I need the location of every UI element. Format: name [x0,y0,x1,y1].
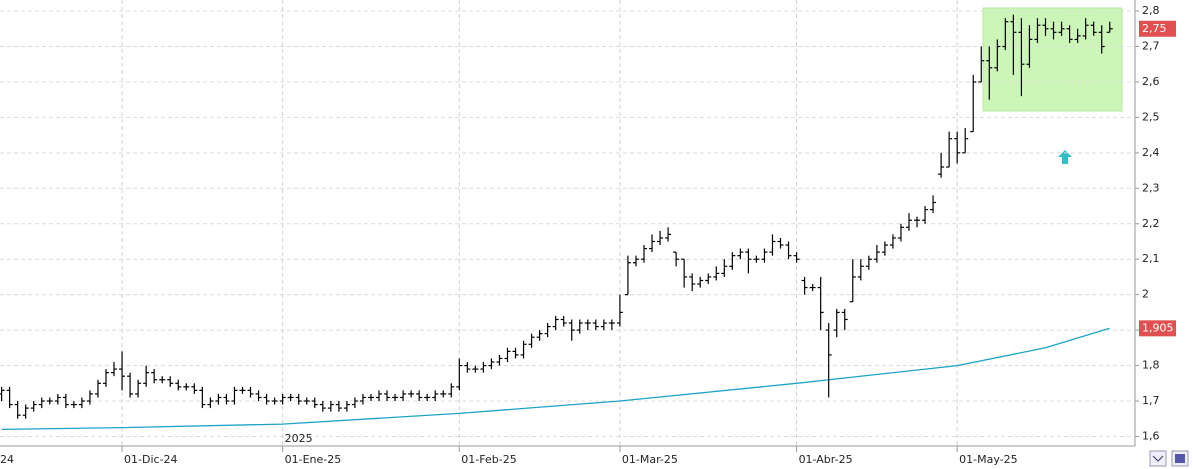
x-tick-label: 01-Mar-25 [622,453,678,466]
y-tick-label: 2,1 [1142,252,1160,265]
y-tick-label: 2,8 [1142,4,1160,17]
y-tick-label: 2,2 [1142,217,1160,230]
year-label: 2025 [285,432,313,445]
zoom-icon [1152,455,1164,462]
y-tick-label: 2,6 [1142,75,1160,88]
x-tick-label: 01-Abr-25 [799,453,853,466]
y-tick-label: 1,7 [1142,394,1160,407]
y-tick-label: 2,3 [1142,181,1160,194]
x-tick-label: 01-May-25 [959,453,1017,466]
up-arrow [1058,150,1072,164]
price-tag [1139,320,1176,337]
y-tick-label: 1,8 [1142,359,1160,372]
highlight-zone [982,7,1123,112]
y-tick-label: 2,4 [1142,146,1160,159]
y-tick-label: 2,5 [1142,110,1160,123]
zoom-button[interactable] [1149,450,1167,467]
price-tag [1139,20,1176,37]
x-tick-label: 01-Feb-25 [461,453,516,466]
moving-average [1,327,1110,431]
x-tick-label: 01-Dic-24 [124,453,178,466]
x-tick-label: 01-Ene-25 [285,453,342,466]
x-tick-label: 24 [0,453,14,466]
price-tag-label: 1,905 [1142,321,1174,334]
save-icon [1175,454,1185,463]
y-tick-label: 2 [1142,288,1149,301]
y-tick-label: 1,6 [1142,429,1160,442]
y-tick-label: 2,7 [1142,40,1160,53]
price-tag-label: 2,75 [1142,22,1167,35]
